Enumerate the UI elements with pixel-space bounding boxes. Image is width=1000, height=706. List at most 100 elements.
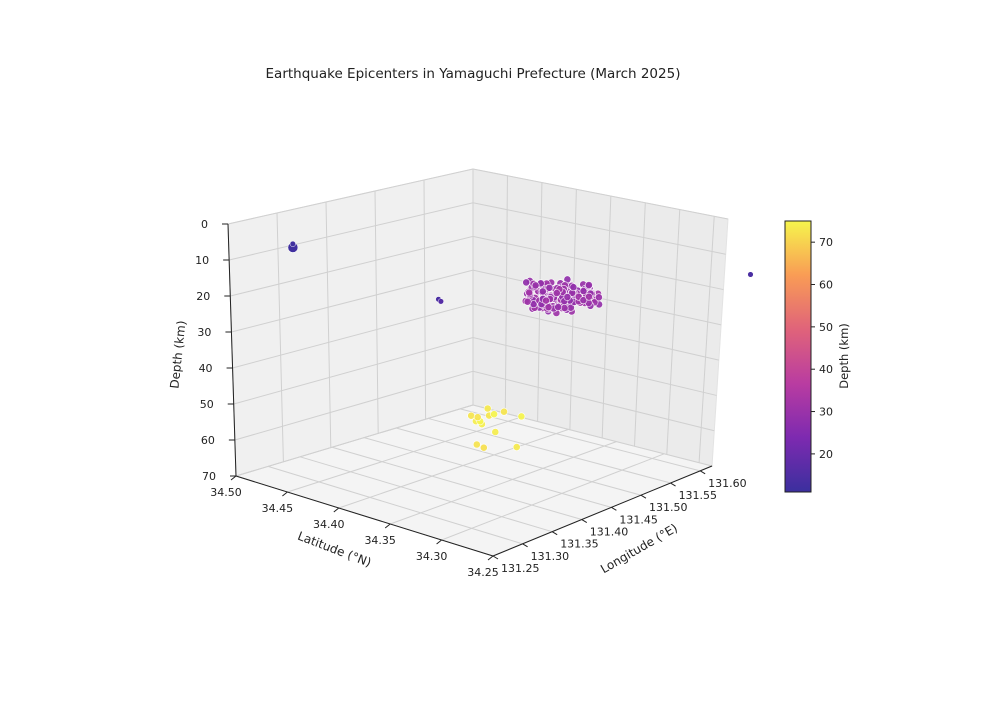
x-tick — [522, 543, 528, 548]
grid-line — [331, 446, 582, 520]
z-axis-ticks: 0 10 20 30 40 50 60 70 — [195, 218, 236, 483]
grid-line — [633, 202, 646, 447]
y-tick-label: 34.25 — [467, 566, 499, 579]
data-point — [552, 289, 561, 297]
z-tick-label: 0 — [201, 218, 208, 231]
y-tick — [282, 491, 288, 497]
data-point — [569, 283, 578, 292]
chart-title: Earthquake Epicenters in Yamaguchi Prefe… — [266, 66, 681, 82]
x-tick-label: 131.40 — [590, 526, 629, 539]
data-point — [500, 407, 508, 416]
grid-line — [299, 456, 553, 533]
x-tick — [670, 482, 676, 487]
colorbar-tick-label: 70 — [819, 236, 833, 249]
z-tick-label: 50 — [200, 398, 214, 411]
y-tick-label: 34.40 — [313, 518, 345, 531]
data-point — [472, 440, 481, 449]
data-point — [525, 288, 534, 297]
data-point — [479, 443, 488, 452]
grid-lines — [227, 168, 729, 557]
y-tick-label: 34.50 — [210, 486, 242, 499]
x-tick-label: 131.45 — [619, 513, 658, 526]
x-axis-line — [492, 465, 713, 557]
data-point — [545, 283, 554, 292]
grid-line — [276, 212, 284, 462]
grid-line — [338, 428, 569, 509]
data-point — [491, 428, 500, 436]
y-tick — [436, 539, 442, 545]
y-tick — [230, 475, 237, 481]
data-point — [579, 287, 588, 295]
data-point — [585, 292, 593, 301]
grid-line — [666, 209, 681, 455]
grid-line — [601, 196, 612, 438]
x-tick-label: 131.30 — [531, 550, 570, 563]
y-axis-label: Latitude (°N) — [296, 529, 373, 570]
data-point — [531, 281, 540, 290]
y-tick — [333, 507, 340, 513]
data-point — [467, 411, 476, 420]
grid-line — [390, 441, 617, 525]
grid-line — [374, 190, 379, 434]
x-tick — [581, 519, 588, 523]
colorbar-tick-label: 30 — [819, 406, 833, 419]
grid-line — [267, 465, 523, 545]
data-point — [289, 240, 296, 247]
colorbar-gradient — [784, 220, 812, 493]
data-point — [437, 298, 444, 305]
z-tick-label: 30 — [197, 326, 211, 339]
grid-line — [287, 416, 521, 493]
data-point — [560, 304, 569, 312]
grid-line — [423, 179, 427, 420]
x-tick-label: 131.35 — [560, 538, 599, 551]
data-point — [579, 296, 588, 305]
x-tick — [699, 470, 706, 475]
colorbar: 20 30 40 50 60 70 Depth (km) — [784, 220, 851, 493]
x-tick-label: 131.60 — [708, 477, 747, 490]
x-tick — [492, 555, 499, 560]
data-point — [523, 297, 532, 306]
axes-3d: 0 10 20 30 40 50 60 70 34.50 34.45 34.40 34.35 34.3… — [167, 168, 747, 579]
z-tick-label: 70 — [202, 470, 216, 483]
colorbar-ticks: 20 30 40 50 60 70 — [811, 236, 833, 461]
grid-line — [460, 408, 701, 472]
data-point — [483, 404, 492, 413]
axis-lines — [227, 223, 713, 557]
scatter-points — [287, 240, 754, 452]
colorbar-tick-label: 60 — [819, 279, 833, 292]
grid-line — [363, 437, 612, 508]
colorbar-tick-label: 40 — [819, 363, 833, 376]
grid-line — [504, 175, 508, 414]
y-tick-label: 34.35 — [364, 534, 396, 547]
data-point — [522, 278, 531, 287]
x-tick-label: 131.25 — [501, 562, 540, 575]
y-tick-label: 34.45 — [262, 502, 294, 515]
data-point — [538, 287, 547, 296]
x-tick — [551, 531, 558, 536]
z-tick-label: 40 — [199, 362, 213, 375]
grid-line — [396, 427, 642, 496]
x-tick-label: 131.50 — [649, 501, 688, 514]
data-point — [512, 443, 521, 451]
z-axis-line — [227, 223, 237, 477]
colorbar-tick-label: 20 — [819, 448, 833, 461]
z-tick-label: 10 — [195, 254, 209, 267]
y-tick — [384, 523, 391, 529]
data-point — [747, 271, 754, 278]
data-point — [595, 293, 603, 302]
z-axis-label: Depth (km) — [167, 320, 188, 389]
data-point — [473, 413, 482, 422]
y-axis-ticks: 34.50 34.45 34.40 34.35 34.30 34.25 — [210, 475, 499, 579]
grid-line — [325, 201, 332, 448]
x-tick — [611, 506, 617, 511]
colorbar-label: Depth (km) — [837, 323, 851, 389]
grid-line — [235, 404, 474, 477]
data-point — [490, 410, 498, 419]
y-tick-label: 34.30 — [416, 550, 448, 563]
data-point — [563, 293, 572, 301]
data-point — [554, 303, 563, 311]
data-point — [542, 296, 550, 305]
data-point — [544, 303, 553, 312]
